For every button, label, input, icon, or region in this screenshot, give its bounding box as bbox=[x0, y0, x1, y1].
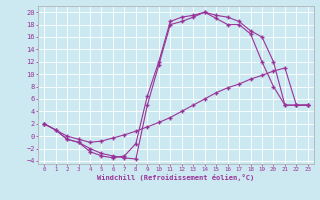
X-axis label: Windchill (Refroidissement éolien,°C): Windchill (Refroidissement éolien,°C) bbox=[97, 174, 255, 181]
